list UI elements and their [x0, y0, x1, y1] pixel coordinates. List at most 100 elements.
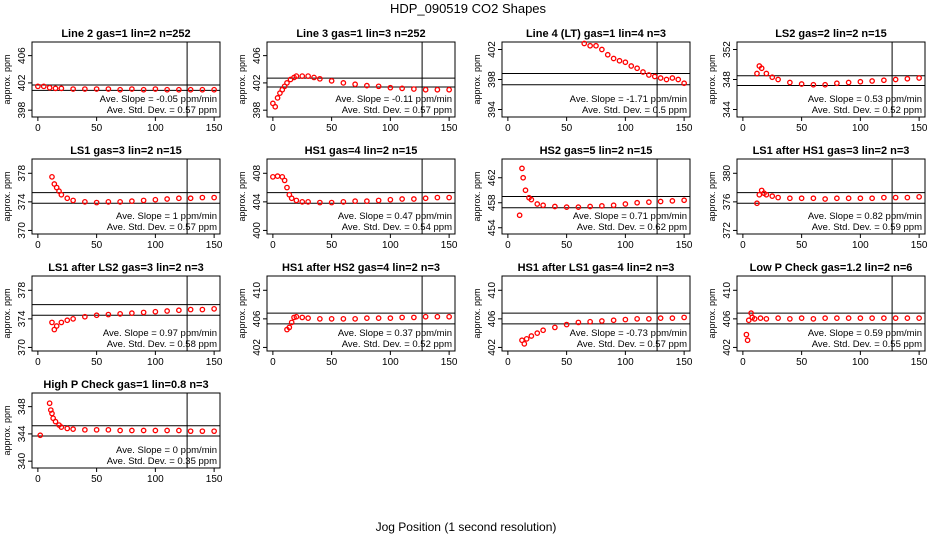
x-tick-label: 100 [852, 357, 869, 368]
data-point [93, 86, 100, 92]
data-point [646, 316, 652, 322]
data-point [64, 317, 71, 324]
y-axis-label: approx. ppm [2, 405, 12, 455]
data-point [399, 314, 405, 321]
data-point [669, 75, 676, 81]
std-annotation: Ave. Std. Dev. = 0.57 ppm [107, 222, 217, 233]
slope-annotation: Ave. Slope = 0.82 ppm/min [808, 211, 922, 222]
x-tick-label: 100 [852, 240, 869, 251]
data-point [328, 78, 335, 84]
data-point [646, 72, 652, 78]
data-point [916, 75, 922, 81]
x-tick-label: 50 [91, 357, 103, 368]
data-point [434, 86, 441, 93]
data-point [769, 193, 776, 199]
data-point [845, 315, 852, 321]
x-tick-label: 50 [561, 357, 573, 368]
data-point [657, 198, 664, 205]
data-point [834, 80, 840, 87]
data-point [352, 316, 358, 322]
x-tick-label: 100 [617, 240, 634, 251]
panel-title: Line 3 gas=1 lin=3 n=252 [296, 28, 425, 40]
data-point [775, 315, 781, 321]
data-point [516, 212, 523, 219]
data-point [281, 177, 288, 184]
panel-frame [736, 158, 926, 235]
data-point [446, 194, 452, 201]
data-point [82, 426, 88, 433]
panel-frame [266, 41, 456, 118]
slope-annotation: Ave. Slope = 0.97 ppm/min [103, 328, 217, 339]
panel-title: HS1 after LS1 gas=4 lin=2 n=3 [518, 262, 675, 274]
data-point [857, 78, 864, 85]
x-tick-label: 50 [326, 357, 338, 368]
y-tick-label: 454 [487, 219, 498, 236]
x-tick-label: 50 [326, 240, 338, 251]
data-point [93, 426, 100, 433]
data-point [822, 315, 828, 321]
std-annotation: Ave. Std. Dev. = 0.57 ppm [342, 105, 452, 116]
data-point [422, 86, 429, 93]
x-tick-label: 150 [441, 240, 458, 251]
data-point [522, 187, 529, 194]
data-point [610, 317, 617, 324]
data-point [152, 196, 159, 203]
x-axis-label: Jog Position (1 second resolution) [376, 520, 557, 534]
y-tick-label: 370 [17, 339, 28, 356]
data-point [769, 74, 776, 81]
data-point [681, 314, 687, 321]
slope-annotation: Ave. Slope = 0.47 ppm/min [338, 211, 452, 222]
data-point [64, 425, 71, 432]
x-tick-label: 50 [796, 123, 808, 134]
std-annotation: Ave. Std. Dev. = 0.54 ppm [342, 222, 452, 233]
data-point [519, 165, 525, 172]
std-annotation: Ave. Std. Dev. = 0.58 ppm [107, 339, 217, 350]
x-tick-label: 150 [206, 123, 223, 134]
data-point [916, 194, 922, 200]
data-point [798, 195, 805, 202]
x-tick-label: 100 [147, 123, 164, 134]
data-point [523, 336, 530, 342]
data-point [211, 86, 217, 93]
data-point [40, 83, 47, 90]
x-tick-label: 0 [740, 357, 746, 368]
data-point [105, 311, 112, 318]
x-tick-label: 100 [852, 123, 869, 134]
x-tick-label: 100 [147, 357, 164, 368]
x-tick-label: 50 [91, 240, 103, 251]
data-point [834, 195, 840, 202]
panel-title: LS2 gas=2 lin=2 n=15 [775, 28, 887, 40]
data-point [82, 199, 88, 205]
data-point [46, 84, 53, 91]
data-point [857, 195, 864, 202]
data-point [892, 194, 899, 201]
data-point [845, 195, 852, 202]
x-tick-label: 100 [382, 240, 399, 251]
data-point [604, 51, 611, 58]
y-tick-label: 406 [17, 47, 28, 64]
y-tick-label: 374 [17, 193, 28, 210]
data-point [93, 199, 100, 206]
panel-frame [266, 158, 456, 235]
data-point [628, 63, 635, 69]
data-point [751, 316, 758, 322]
data-point [317, 316, 323, 322]
data-point [775, 76, 781, 83]
panel-10: HS1 after HS2 gas=4 lin=2 n=3 0 50 100 150 40… [237, 262, 458, 368]
y-tick-label: 410 [252, 282, 263, 299]
data-point [364, 315, 370, 321]
x-tick-label: 0 [505, 123, 511, 134]
y-tick-label: 402 [17, 74, 28, 91]
panel-title: LS1 gas=3 lin=2 n=15 [70, 145, 182, 157]
data-point [140, 86, 147, 93]
data-point [422, 195, 429, 202]
y-tick-label: 378 [17, 282, 28, 299]
data-point [581, 40, 588, 47]
panel-title: High P Check gas=1 lin=0.8 n=3 [43, 379, 208, 391]
std-annotation: Ave. Std. Dev. = 0.55 ppm [812, 339, 922, 350]
data-point [352, 198, 358, 204]
data-point [575, 204, 582, 210]
data-point [49, 319, 55, 326]
panel-8: LS1 after HS1 gas=3 lin=2 n=3 0 50 100 150 37… [707, 145, 928, 251]
y-tick-label: 394 [487, 101, 498, 118]
